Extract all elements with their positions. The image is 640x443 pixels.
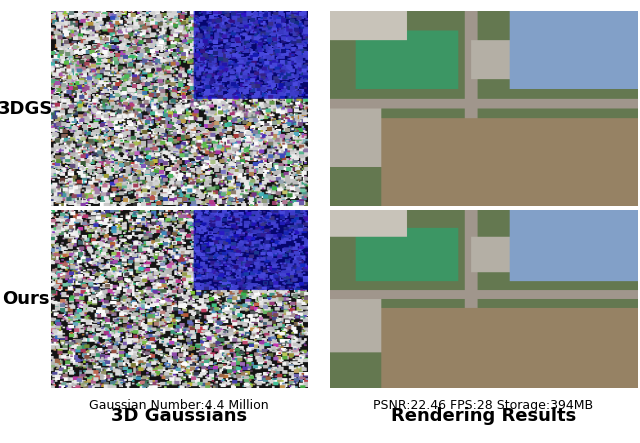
Text: Gaussian Number:4.4 Million: Gaussian Number:4.4 Million: [90, 399, 269, 412]
Text: 3DGS: 3DGS: [0, 100, 53, 117]
Bar: [397, 295, 490, 356]
Text: Gaussian Number:6.9 Million: Gaussian Number:6.9 Million: [90, 217, 269, 230]
Text: Ours: Ours: [2, 290, 49, 308]
Text: Rendering Results: Rendering Results: [390, 407, 576, 425]
Bar: [477, 219, 625, 320]
Text: 3D Gaussians: 3D Gaussians: [111, 407, 247, 425]
Bar: [174, 31, 302, 132]
Bar: [115, 93, 192, 157]
Text: PSNR:22.61 FPS:21 Storage:1623 MB: PSNR:22.61 FPS:21 Storage:1623 MB: [367, 217, 599, 230]
Bar: [97, 285, 174, 343]
Bar: [477, 27, 621, 128]
Bar: [406, 89, 499, 157]
Bar: [166, 219, 302, 313]
Text: PSNR:22.46 FPS:28 Storage:394MB: PSNR:22.46 FPS:28 Storage:394MB: [373, 399, 593, 412]
